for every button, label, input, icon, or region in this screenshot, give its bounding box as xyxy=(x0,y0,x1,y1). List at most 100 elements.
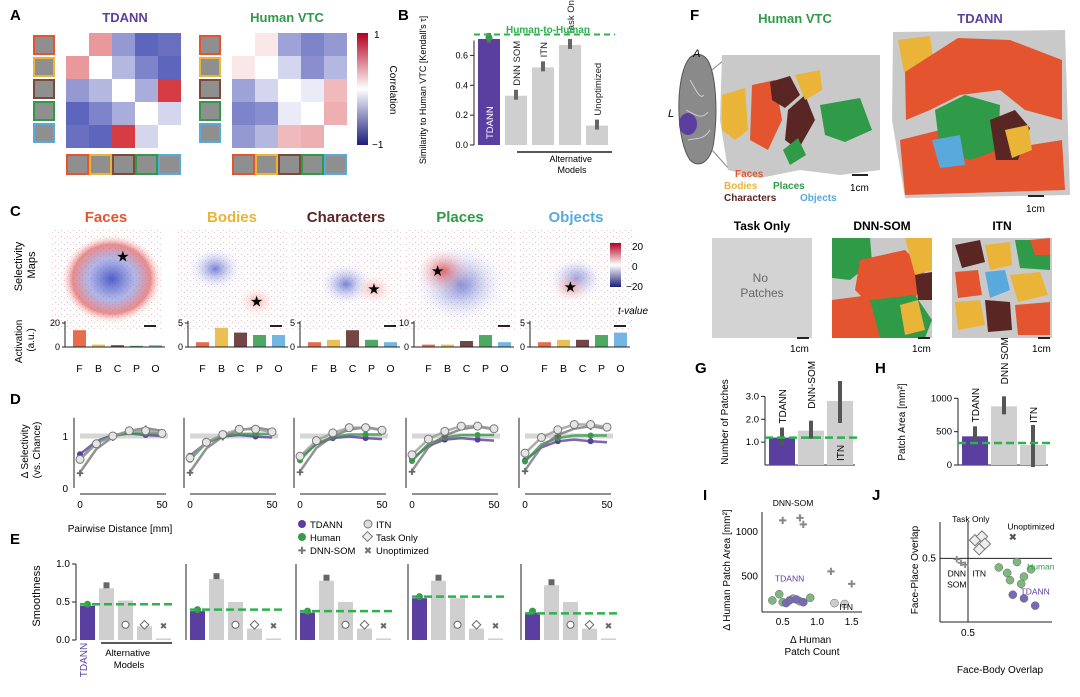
rsm-cell xyxy=(301,125,324,148)
y-tick-label: 0 xyxy=(947,460,952,471)
tcbar-min: −20 xyxy=(626,282,643,293)
d-point xyxy=(362,431,369,438)
d-x-tick-label: 0 xyxy=(297,500,303,511)
map-title: Characters xyxy=(307,209,385,226)
rsm-cell xyxy=(135,79,158,102)
d-x-tick-label: 50 xyxy=(376,500,388,511)
b-y-tick-label: 0.4 xyxy=(455,80,468,90)
d-point xyxy=(218,429,228,439)
j-label-dnn: DNN xyxy=(948,569,966,579)
panel-letter-f: F xyxy=(690,7,699,24)
j-label-unoptimized: Unoptimized xyxy=(1007,521,1055,531)
j-point-dnnsom: ✚ xyxy=(961,560,969,570)
j-x-tick-label: 0.5 xyxy=(961,628,975,639)
panel-letter-d: D xyxy=(10,391,21,408)
dnnsom-chars-1 xyxy=(915,272,932,300)
act-bar xyxy=(498,342,511,347)
panel-i-xlabel: Δ Human Patch Count xyxy=(784,635,839,658)
lateral-label: L xyxy=(668,108,674,120)
itn-bodies-1 xyxy=(985,242,1012,270)
b-bar xyxy=(586,125,608,145)
e-bar xyxy=(156,638,171,640)
j-label-itn: ITN xyxy=(972,569,986,579)
dnnsom-faces-2 xyxy=(832,295,880,338)
j-point xyxy=(1005,575,1015,585)
map-blob xyxy=(234,283,279,320)
rsm-cell xyxy=(112,102,135,125)
i-xlabel-line2: Patch Count xyxy=(784,647,839,658)
rsm-cell xyxy=(255,102,278,125)
d-point xyxy=(587,432,594,439)
panel-d-ylabel: Δ Selectivity (vs. Chance) xyxy=(20,422,43,479)
b-human-dot xyxy=(485,33,493,41)
i-point xyxy=(830,598,839,608)
i-point xyxy=(799,597,808,607)
panel-letter-b: B xyxy=(398,7,409,24)
tdann-objects-1 xyxy=(932,135,965,168)
act-y-tick-label: 5 xyxy=(178,318,183,328)
correlation-colorbar xyxy=(357,33,368,145)
j-point xyxy=(1019,594,1029,603)
i-x-tick-label: 0.5 xyxy=(776,617,790,628)
category-thumbnail xyxy=(66,154,89,175)
map-peak-star: ★ xyxy=(116,249,129,266)
act-bar xyxy=(253,335,266,347)
act-category-label: F xyxy=(541,363,547,375)
category-thumbnail xyxy=(199,101,221,121)
j-point xyxy=(1002,568,1012,578)
act-category-label: O xyxy=(274,363,282,375)
act-bar xyxy=(576,339,589,347)
act-category-label: O xyxy=(500,363,508,375)
d-point-dnnsom: ✚ xyxy=(441,431,449,441)
legend-unopt-marker: ✖ xyxy=(364,546,372,557)
panel-g-ylabel: Number of Patches xyxy=(720,379,731,465)
i-x-tick-label: 1.5 xyxy=(845,617,859,628)
i-y-tick-label: 500 xyxy=(741,571,758,582)
e-unopt-marker: ✖ xyxy=(605,621,613,631)
map-peak-star: ★ xyxy=(431,263,444,280)
rsm-cell xyxy=(135,56,158,79)
d-point xyxy=(91,439,101,449)
b-bar-label: DNN SOM xyxy=(512,41,523,86)
category-thumbnail xyxy=(199,57,221,77)
rsm-cell xyxy=(324,33,347,56)
act-bar xyxy=(196,342,209,347)
map-blob xyxy=(413,244,474,297)
sel-maps-line2: Maps xyxy=(26,251,38,278)
category-thumbnail xyxy=(89,154,112,175)
e-bar xyxy=(582,628,597,640)
rsm-cell xyxy=(135,125,158,148)
itn-scale-label: 1cm xyxy=(1032,344,1051,355)
e-unopt-marker: ✖ xyxy=(380,621,388,631)
act-category-label: B xyxy=(95,363,102,375)
d-point xyxy=(587,438,594,445)
itn-map: 1cm xyxy=(952,238,1052,355)
e-bar xyxy=(488,638,503,640)
legend-dnnsom-marker: ✚ xyxy=(298,546,306,557)
act-bar xyxy=(460,341,473,347)
j-point xyxy=(1026,565,1036,574)
e-taskonly-marker xyxy=(584,619,595,630)
legend-taskonly-marker xyxy=(361,530,374,543)
d-point xyxy=(536,433,546,443)
act-y-tick-label: 10 xyxy=(399,318,409,328)
rsm-cell xyxy=(158,79,181,102)
rsm-cell xyxy=(301,33,324,56)
act-y-tick-label: 5 xyxy=(290,318,295,328)
act-category-label: C xyxy=(349,363,357,375)
i-point xyxy=(774,589,784,599)
j-point-dnnsom: ✚ xyxy=(953,554,961,564)
act-y-tick-label: 0 xyxy=(55,342,60,352)
no-patches-text: No Patches xyxy=(740,271,783,300)
act-y-tick-label: 5 xyxy=(520,318,525,328)
rsm-cell xyxy=(66,125,89,148)
d-point xyxy=(234,424,244,434)
rsm-cell xyxy=(112,125,135,148)
category-thumbnail xyxy=(324,154,347,175)
e-bar xyxy=(137,626,152,640)
rsm-cell xyxy=(324,56,347,79)
d-x-tick-label: 50 xyxy=(266,500,278,511)
bar-label: DNN-SOM xyxy=(807,361,818,409)
panel-letter-h: H xyxy=(875,360,886,377)
e-bar xyxy=(300,612,315,640)
